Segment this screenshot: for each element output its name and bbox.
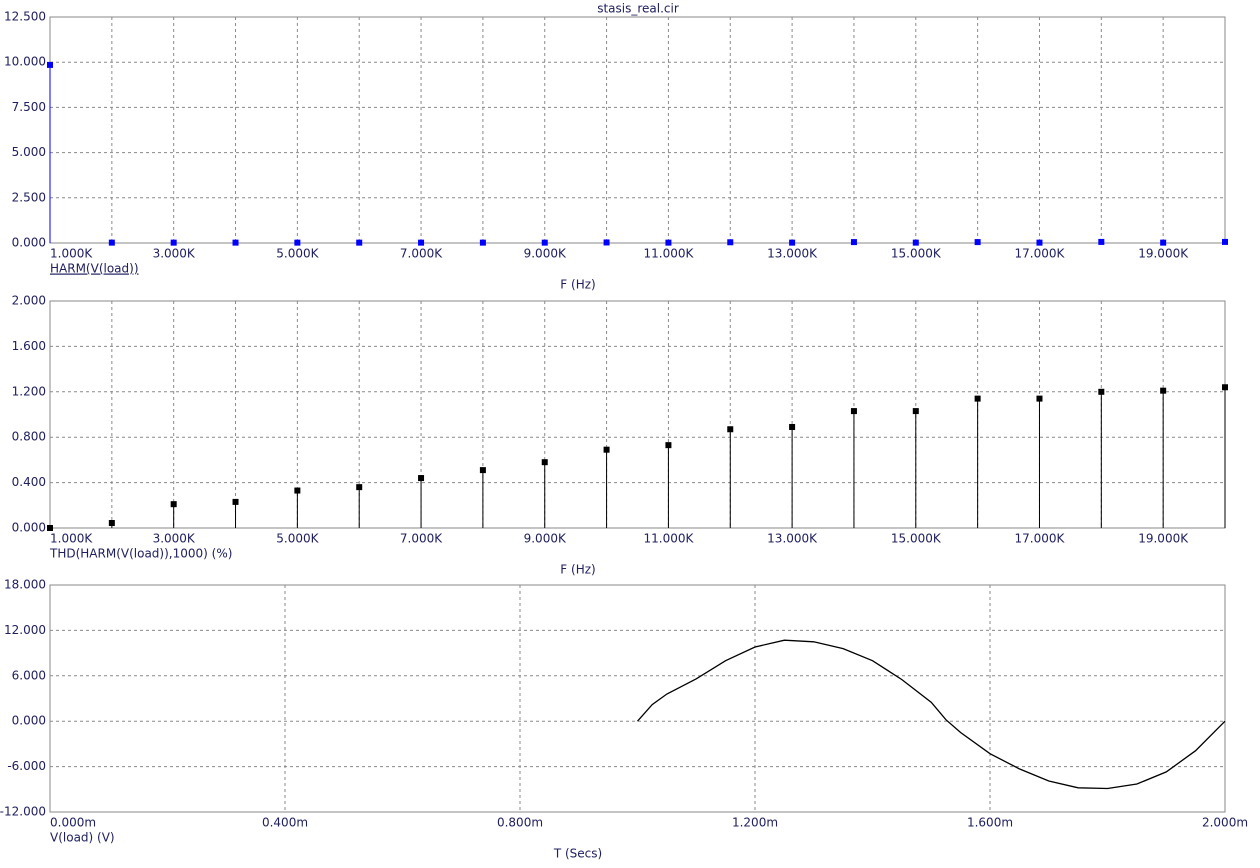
stem-marker [789,423,796,430]
stem-marker [541,239,548,246]
stem-marker [108,239,115,246]
stem-marker [294,239,301,246]
stem-marker [850,408,857,415]
stem-marker [603,446,610,453]
stem-marker [418,475,425,482]
stem-marker [541,459,548,466]
x-tick-label: 19.000K [1138,532,1189,546]
x-axis-label: T (Secs) [553,847,602,861]
y-tick-label: 0.000 [12,236,46,250]
y-tick-label: 1.600 [12,339,46,353]
x-tick-label: 7.000K [400,247,443,261]
x-tick-label: 11.000K [643,247,694,261]
line-series [637,639,1226,790]
x-tick-label: 17.000K [1015,532,1066,546]
stem-marker [727,239,734,246]
stem-marker [850,239,857,246]
stem-marker [727,426,734,433]
stem-marker [912,408,919,415]
y-tick-label: 0.000 [12,521,46,535]
x-tick-label: 1.000K [50,247,93,261]
stem-marker [170,501,177,508]
y-tick-label: 12.500 [4,10,46,24]
y-tick-label: -12.000 [0,805,46,819]
x-tick-label: 0.000m [50,816,96,830]
x-tick-label: 1.000K [50,532,93,546]
stem-marker [974,239,981,246]
legend-label: V(load) (V) [50,831,115,845]
x-axis-label: F (Hz) [560,563,595,577]
stem-marker [356,239,363,246]
y-tick-label: 1.200 [12,384,46,398]
stem-marker [1036,395,1043,402]
x-tick-label: 13.000K [767,532,818,546]
legend-label: HARM(V(load)) [50,262,139,276]
stem-marker [974,395,981,402]
x-tick-label: 0.400m [262,816,308,830]
stem-marker [1160,239,1167,246]
x-tick-label: 9.000K [524,247,567,261]
x-tick-label: 3.000K [153,532,196,546]
stem-marker [1222,384,1228,391]
x-tick-label: 15.000K [891,247,942,261]
stem-marker [294,487,301,494]
x-tick-label: 1.200m [732,816,778,830]
stem-marker [232,498,239,505]
stem-marker [479,239,486,246]
stem-marker [912,239,919,246]
stem-marker [665,442,672,449]
stem-marker [232,239,239,246]
y-tick-label: 7.500 [12,100,46,114]
x-tick-label: 11.000K [643,532,694,546]
stem-marker [1160,387,1167,394]
stem-marker [47,61,53,68]
x-tick-label: 5.000K [276,532,319,546]
y-tick-label: 0.000 [12,714,46,728]
stem-marker [603,239,610,246]
x-tick-label: 9.000K [524,532,567,546]
plot-area [50,585,1225,812]
y-tick-label: 6.000 [12,668,46,682]
legend-label: THD(HARM(V(load)),1000) (%) [49,547,232,561]
y-tick-label: 18.000 [4,578,46,592]
x-tick-label: 13.000K [767,247,818,261]
x-tick-label: 19.000K [1138,247,1189,261]
x-tick-label: 15.000K [891,532,942,546]
y-tick-label: 5.000 [12,145,46,159]
x-tick-label: 3.000K [153,247,196,261]
stem-marker [418,239,425,246]
y-tick-label: -6.000 [7,759,46,773]
stem-marker [789,239,796,246]
x-tick-label: 0.800m [497,816,543,830]
y-tick-label: 2.000 [12,294,46,308]
y-tick-label: 10.000 [4,55,46,69]
stem-marker [665,239,672,246]
stem-marker [47,525,53,531]
plot-frame [49,584,1226,813]
x-axis-label: F (Hz) [560,278,595,292]
stem-marker [479,467,486,474]
stem-marker [1098,238,1105,245]
x-tick-label: 1.600m [967,816,1013,830]
y-tick-label: 0.800 [12,430,46,444]
y-tick-label: 0.400 [12,475,46,489]
x-tick-label: 2.000m [1202,816,1248,830]
stem-marker [356,484,363,491]
stem-marker [170,239,177,246]
stem-marker [1222,238,1228,245]
x-tick-label: 7.000K [400,532,443,546]
stem-marker [108,520,115,527]
stem-marker [1098,388,1105,395]
plot-area [50,301,1225,528]
y-tick-label: 12.000 [4,623,46,637]
x-tick-label: 17.000K [1015,247,1066,261]
x-tick-label: 5.000K [276,247,319,261]
stem-marker [1036,239,1043,246]
chart-title: stasis_real.cir [597,2,679,16]
plot-area [50,17,1225,243]
y-tick-label: 2.500 [12,190,46,204]
